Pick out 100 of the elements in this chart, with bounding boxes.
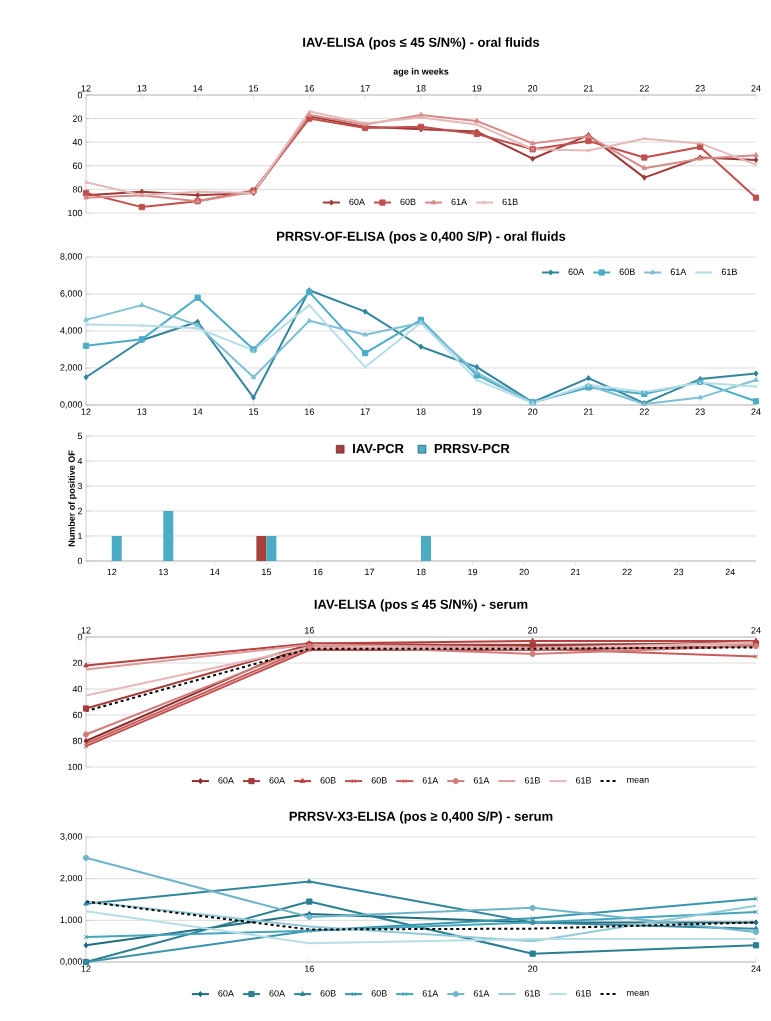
- x-tick-label: 20: [528, 408, 538, 415]
- y-tick-label: 80: [72, 186, 83, 193]
- x-tick-label: 21: [571, 568, 581, 576]
- y-tick-label: 1: [78, 532, 83, 540]
- x-tick-label: 12: [81, 408, 91, 415]
- x-tick-label: 20: [528, 85, 538, 92]
- x-tick-label: 17: [365, 568, 374, 575]
- x-tick-label: 22: [622, 568, 632, 576]
- legend-label: 60B: [619, 268, 635, 275]
- x-tick-label: 13: [137, 85, 147, 92]
- x-tick-label: 15: [249, 85, 259, 92]
- y-tick-label: 40: [72, 685, 83, 693]
- x-tick-label: 13: [158, 568, 168, 576]
- y-tick-label: 80: [72, 737, 83, 745]
- legend-label: 61A: [422, 777, 439, 784]
- legend-label: 60A: [349, 198, 365, 206]
- legend-label: 60B: [320, 990, 336, 997]
- y-tick-label: 0,000: [60, 958, 83, 966]
- legend-label: 61A: [670, 268, 687, 275]
- x-tick-label: 18: [416, 568, 426, 576]
- legend-label: 61B: [575, 990, 592, 997]
- legend-label: 61A: [473, 777, 490, 784]
- chart-title: IAV-ELISA (pos ≤ 45 S/N%) - serum: [314, 599, 528, 612]
- y-tick-label: 4: [77, 457, 83, 465]
- x-axis-title: age in weeks: [393, 68, 449, 77]
- y-tick-label: 1,000: [60, 916, 83, 925]
- x-tick-label: 23: [695, 85, 705, 92]
- y-tick-label: 0: [77, 633, 83, 641]
- x-tick-label: 24: [751, 965, 761, 972]
- legend-label: IAV-PCR: [353, 443, 404, 454]
- x-tick-label: 24: [751, 627, 761, 634]
- x-tick-label: 24: [751, 85, 761, 92]
- x-tick-label: 20: [519, 568, 529, 576]
- x-tick-label: 23: [695, 408, 705, 415]
- x-tick-label: 20: [528, 965, 538, 972]
- x-tick-label: 20: [528, 627, 538, 634]
- x-tick-label: 16: [313, 568, 323, 576]
- x-tick-label: 18: [416, 85, 426, 92]
- y-tick-label: 2: [77, 507, 83, 515]
- y-tick-label: 100: [68, 763, 83, 771]
- y-axis-title: Number of positive OF: [68, 450, 77, 547]
- legend-label: 61B: [502, 198, 518, 206]
- legend-label: 60A: [269, 990, 286, 997]
- legend-label: 61A: [451, 198, 468, 206]
- chart-title: IAV-ELISA (pos ≤ 45 S/N%) - oral fluids: [303, 37, 540, 50]
- y-tick-label: 4,000: [60, 327, 83, 335]
- y-tick-label: 60: [72, 162, 83, 169]
- y-tick-label: 5: [77, 432, 83, 440]
- x-tick-label: 19: [472, 85, 482, 92]
- y-tick-label: 0,000: [60, 401, 83, 409]
- y-tick-label: 20: [72, 115, 83, 122]
- legend-label: 60A: [218, 777, 234, 784]
- legend-label: 61B: [524, 990, 540, 997]
- y-tick-label: 100: [68, 209, 83, 217]
- chart-title: PRRSV-X3-ELISA (pos ≥ 0,400 S/P) - serum: [289, 811, 553, 824]
- legend-label: 61B: [524, 777, 540, 784]
- x-tick-label: 21: [583, 408, 594, 415]
- legend-label: 60B: [320, 777, 336, 784]
- x-tick-label: 21: [583, 85, 594, 92]
- legend-label: 60B: [371, 777, 387, 784]
- x-tick-label: 19: [472, 408, 482, 415]
- x-tick-label: 12: [81, 85, 91, 92]
- legend-label: mean: [627, 990, 649, 996]
- legend-label: 61A: [422, 990, 439, 997]
- y-tick-label: 0: [77, 91, 83, 99]
- legend-label: 61A: [473, 990, 490, 997]
- x-tick-label: 15: [249, 408, 259, 415]
- legend-label: 60B: [400, 198, 416, 206]
- x-tick-label: 15: [262, 568, 272, 576]
- x-tick-label: 14: [193, 408, 203, 415]
- chart-title: PRRSV-OF-ELISA (pos ≥ 0,400 S/P) - oral fluids: [277, 231, 566, 244]
- x-tick-label: 12: [81, 965, 91, 972]
- x-tick-label: 14: [193, 85, 203, 92]
- x-tick-label: 13: [137, 408, 147, 415]
- x-tick-label: 12: [81, 627, 91, 634]
- y-tick-label: 2,000: [60, 364, 83, 372]
- y-tick-label: 20: [72, 659, 83, 667]
- x-tick-label: 19: [468, 568, 478, 576]
- legend-label: 61B: [575, 777, 592, 784]
- y-tick-label: 3,000: [60, 833, 83, 841]
- y-tick-label: 60: [72, 711, 83, 719]
- y-tick-label: 0: [77, 557, 83, 565]
- x-tick-label: 23: [674, 568, 684, 576]
- x-tick-label: 12: [107, 568, 117, 576]
- x-tick-label: 17: [360, 408, 370, 415]
- x-tick-label: 18: [416, 408, 426, 415]
- y-tick-label: 6,000: [60, 290, 83, 298]
- x-tick-label: 16: [305, 965, 314, 972]
- legend-label: 60A: [218, 990, 234, 997]
- y-tick-label: 3: [77, 482, 83, 490]
- legend-label: mean: [627, 777, 649, 783]
- x-tick-label: 14: [210, 568, 220, 575]
- x-tick-label: 17: [360, 85, 370, 92]
- x-tick-label: 22: [639, 85, 649, 92]
- y-tick-label: 40: [72, 139, 83, 146]
- legend-label: 60A: [269, 777, 286, 784]
- y-tick-label: 2,000: [60, 874, 83, 883]
- x-tick-label: 24: [725, 568, 735, 576]
- y-tick-label: 8,000: [60, 253, 83, 261]
- legend-label: PRRSV-PCR: [434, 443, 510, 454]
